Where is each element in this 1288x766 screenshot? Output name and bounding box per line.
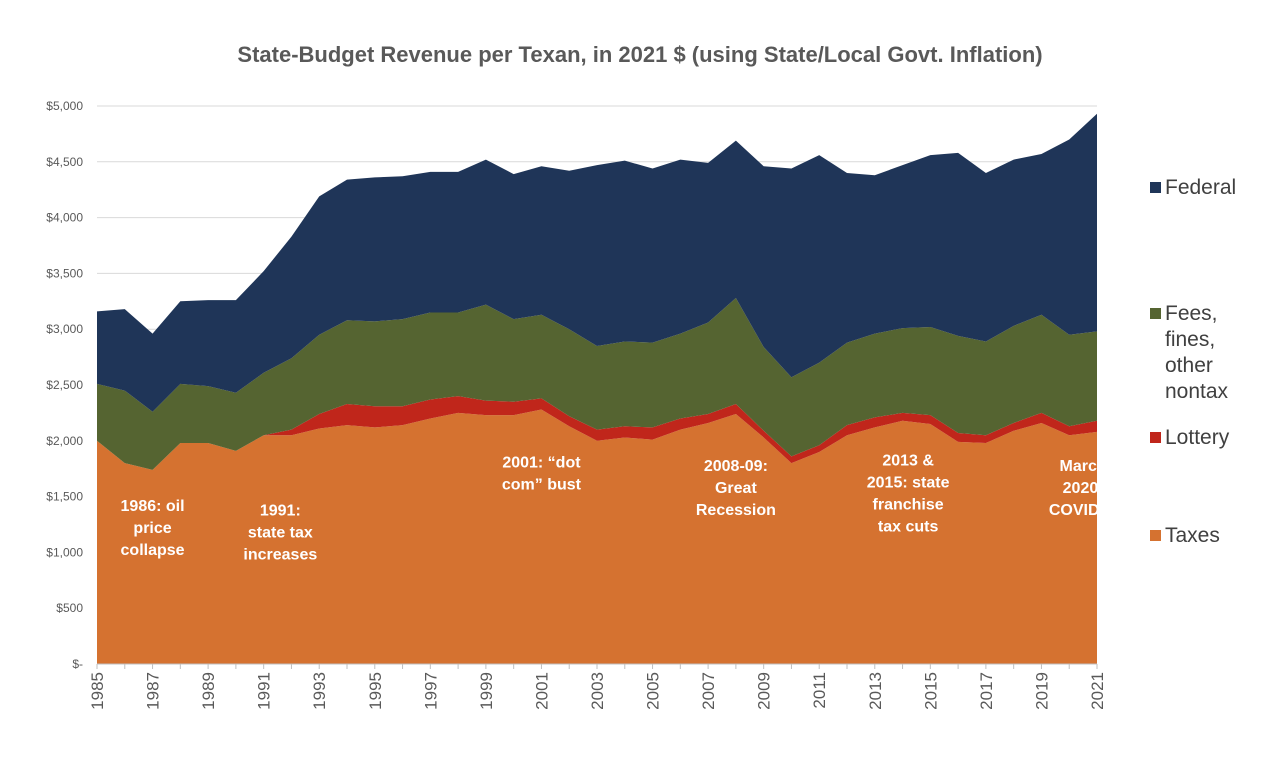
annotations: 1986: oil price collapse 1991: state tax incr… — [121, 452, 1118, 563]
y-tick-label: $4,000 — [46, 211, 83, 225]
x-tick-label: 1991 — [255, 672, 274, 710]
x-tick-label: 2003 — [588, 672, 607, 710]
annotation-label: 2008-09: Great Recession — [696, 458, 776, 519]
x-tick-label: 2013 — [866, 672, 885, 710]
area-series-layer — [97, 113, 1097, 664]
legend-swatch-fees-fines-other-nontax — [1150, 308, 1161, 319]
x-tick-label: 2017 — [977, 672, 996, 710]
x-tick-label: 2005 — [644, 672, 663, 710]
legend-swatch-lottery — [1150, 432, 1161, 443]
x-tick-label: 2021 — [1088, 672, 1107, 710]
legend-label-lottery: Lottery — [1165, 426, 1230, 449]
area-taxes — [97, 409, 1097, 664]
legend-label-taxes: Taxes — [1165, 524, 1220, 547]
area-lottery — [97, 396, 1097, 470]
x-tick-label: 1995 — [366, 672, 385, 710]
x-tick-label: 2009 — [755, 672, 774, 710]
y-axis: $- $500 $1,000 $1,500 $2,000 $2,500 $3,000 $3,5… — [46, 99, 83, 671]
x-tick-label: 2007 — [699, 672, 718, 710]
x-tick-label: 1997 — [421, 672, 440, 710]
x-tick-label: 1999 — [477, 672, 496, 710]
y-tick-label: $500 — [56, 601, 83, 615]
legend-swatch-federal — [1150, 182, 1161, 193]
y-tick-label: $2,000 — [46, 434, 83, 448]
y-tick-label: $1,500 — [46, 490, 83, 504]
x-tick-label: 2015 — [921, 672, 940, 710]
legend-label-fees-fines-other-nontax: Fees, fines, other nontax — [1165, 302, 1229, 403]
annotation-label: 1986: oil price collapse — [121, 498, 185, 559]
legend: Federal Fees, fines, other nontax Lottery Taxe… — [1150, 176, 1236, 547]
y-tick-label: $1,000 — [46, 545, 83, 559]
legend-swatch-taxes — [1150, 530, 1161, 541]
x-tick-label: 1985 — [88, 672, 107, 710]
y-tick-label: $2,500 — [46, 378, 83, 392]
x-tick-label: 2011 — [810, 672, 829, 709]
x-tick-label: 2001 — [532, 672, 551, 710]
x-tick-label: 1989 — [199, 672, 218, 710]
annotation-label: 2001: “dot com” bust — [502, 455, 582, 494]
annotation-label: 1991: state tax increases — [243, 503, 317, 564]
y-tick-label: $3,000 — [46, 322, 83, 336]
area-fees-fines-other-nontax — [97, 297, 1097, 470]
area-federal — [97, 113, 1097, 412]
legend-label-federal: Federal — [1165, 176, 1236, 199]
x-tick-label: 1987 — [144, 672, 163, 710]
y-tick-label: $- — [72, 657, 83, 671]
y-tick-label: $3,500 — [46, 266, 83, 280]
x-axis: 1985 1987 1989 1991 1993 1995 1997 1999 2001 2003… — [88, 663, 1107, 710]
x-tick-label: 1993 — [310, 672, 329, 710]
annotation-label: March 2020: COVID19 — [1049, 458, 1118, 519]
y-tick-label: $5,000 — [46, 99, 83, 113]
chart-title: State-Budget Revenue per Texan, in 2021 … — [237, 42, 1042, 67]
y-tick-label: $4,500 — [46, 155, 83, 169]
annotation-label: 2013 & 2015: state franchise tax cuts — [867, 452, 950, 535]
x-tick-label: 2019 — [1032, 672, 1051, 710]
